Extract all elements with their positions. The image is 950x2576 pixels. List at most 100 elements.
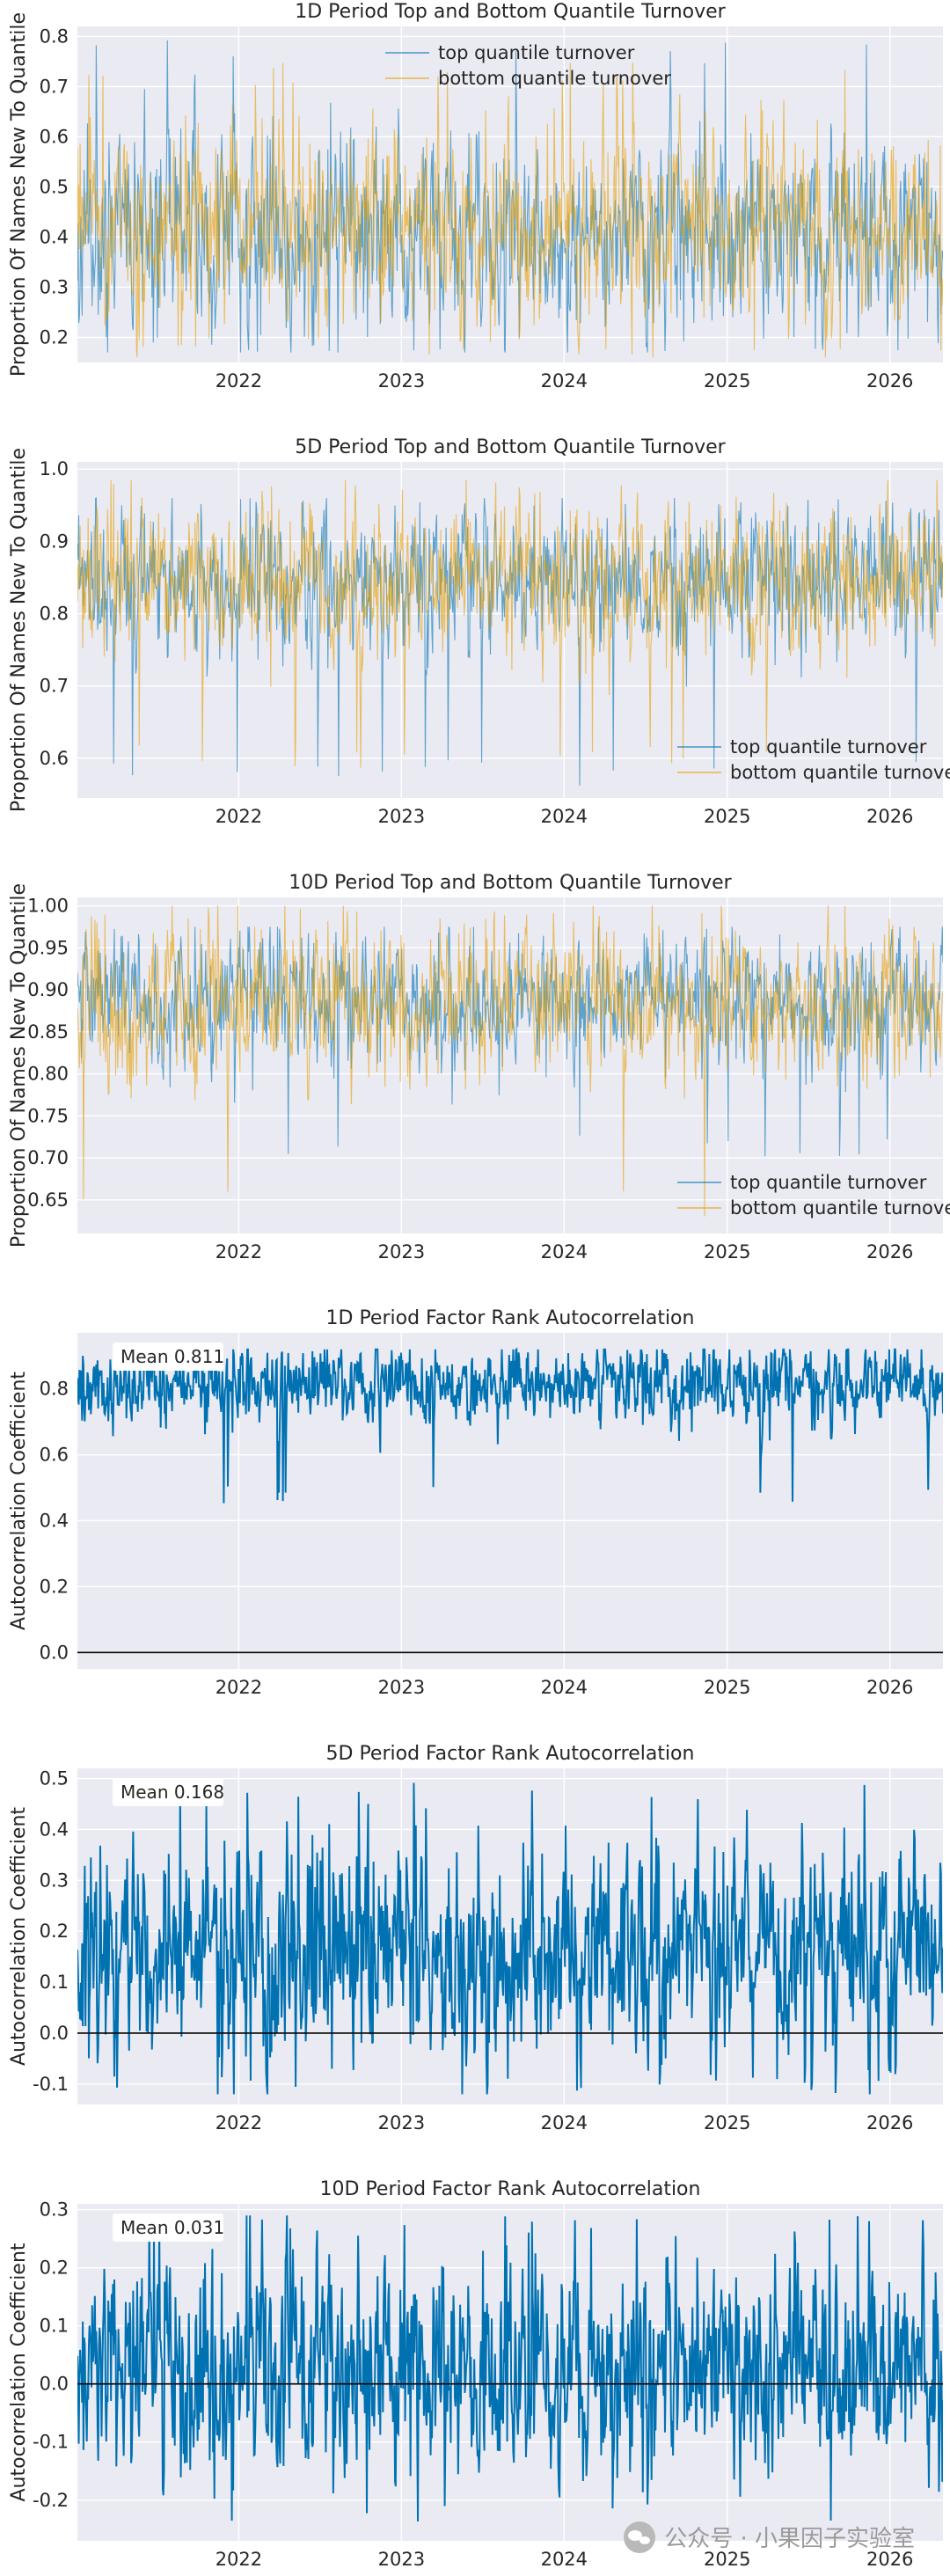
x-tick-label: 2024: [541, 806, 588, 827]
y-tick-label: 0.0: [40, 1642, 69, 1663]
x-tick-label: 2026: [866, 1677, 913, 1698]
y-tick-label: -0.1: [33, 2074, 69, 2095]
x-tick-label: 2024: [541, 1677, 588, 1698]
y-tick-label: 0.5: [40, 1768, 69, 1789]
x-tick-label: 2026: [866, 1241, 913, 1262]
chart-title: 10D Period Top and Bottom Quantile Turno…: [289, 872, 732, 894]
legend-label: top quantile turnover: [730, 736, 927, 757]
x-tick-label: 2023: [378, 1677, 425, 1698]
y-tick-label: 0.0: [40, 2374, 69, 2395]
series-line-top-quantile-turnover: [77, 40, 943, 353]
y-axis-label: Autocorrelation Coefficient: [8, 2243, 30, 2501]
x-tick-label: 2024: [541, 2112, 588, 2133]
x-tick-label: 2025: [704, 2549, 750, 2570]
x-tick-label: 2025: [704, 370, 750, 392]
x-tick-label: 2023: [378, 2549, 425, 2570]
mean-annotation-box: [113, 1343, 223, 1371]
y-tick-label: 0.4: [40, 1819, 69, 1840]
x-tick-label: 2023: [378, 806, 425, 827]
legend-label: top quantile turnover: [438, 42, 635, 63]
chart-2: 0.6 0.7 0.8 0.9 1.0 2022 2023 2024 2025 2026 5D Pe…: [8, 436, 950, 827]
mean-annotation-box: [113, 1778, 223, 1806]
y-tick-label: 1.00: [27, 896, 69, 917]
chart-3: 0.65 0.70 0.75 0.80 0.85 0.90 0.95 1.00 2022 2023…: [8, 872, 950, 1262]
legend-label: bottom quantile turnover: [438, 68, 671, 89]
x-tick-label: 2023: [378, 1241, 425, 1262]
legend-label: top quantile turnover: [730, 1172, 927, 1193]
x-tick-label: 2022: [216, 806, 262, 827]
chart-title: 5D Period Top and Bottom Quantile Turnov…: [295, 436, 726, 458]
y-tick-label: 0.1: [40, 1972, 69, 1993]
chart-title: 10D Period Factor Rank Autocorrelation: [320, 2178, 701, 2200]
y-tick-label: 0.4: [40, 226, 69, 247]
x-tick-label: 2026: [866, 806, 913, 827]
x-tick-label: 2023: [378, 370, 425, 392]
chart-6: -0.2 -0.1 0.0 0.1 0.2 0.3 2022 2023 2024 2025 2026…: [8, 2178, 943, 2570]
y-tick-label: -0.1: [33, 2432, 69, 2453]
y-tick-label: 0.8: [40, 26, 69, 47]
chart-title: 1D Period Factor Rank Autocorrelation: [326, 1307, 695, 1329]
x-tick-label: 2026: [866, 2112, 913, 2133]
y-tick-label: 0.4: [40, 1510, 69, 1531]
chart-1: 0.2 0.3 0.4 0.5 0.6 0.7 0.8 2022 2023 2024 2025 202…: [8, 1, 943, 392]
y-tick-label: 0.7: [40, 76, 69, 97]
series-line-autocorrelation: [77, 1782, 943, 2095]
y-axis-label: Autocorrelation Coefficient: [8, 1807, 30, 2066]
y-tick-label: 0.7: [40, 676, 69, 697]
x-tick-label: 2023: [378, 2112, 425, 2133]
legend-label: bottom quantile turnover: [730, 1197, 950, 1218]
legend-label: bottom quantile turnover: [730, 762, 950, 783]
series-line-top-quantile-turnover: [77, 926, 943, 1157]
x-tick-label: 2024: [541, 370, 588, 392]
y-tick-label: 0.3: [40, 276, 69, 297]
watermark: 公众号 · 小果因子实验室: [624, 2521, 915, 2553]
y-tick-label: 0.75: [27, 1105, 69, 1126]
y-tick-label: 0.8: [40, 1379, 69, 1400]
y-tick-label: 0.2: [40, 1921, 69, 1942]
y-tick-label: 1.0: [40, 458, 69, 479]
y-tick-label: 0.8: [40, 604, 69, 625]
y-tick-label: 0.80: [27, 1064, 69, 1085]
wechat-icon: [624, 2521, 656, 2553]
x-tick-label: 2025: [704, 2112, 750, 2133]
y-tick-label: 0.6: [40, 1445, 69, 1466]
x-tick-label: 2024: [541, 1241, 588, 1262]
y-tick-label: 0.95: [27, 937, 69, 958]
chart-title: 1D Period Top and Bottom Quantile Turnov…: [295, 1, 726, 23]
series-line-bottom-quantile-turnover: [77, 905, 943, 1217]
x-tick-label: 2022: [216, 2112, 262, 2133]
x-tick-label: 2022: [216, 1241, 262, 1262]
y-tick-label: 0.90: [27, 979, 69, 1000]
x-tick-label: 2025: [704, 1241, 750, 1262]
y-tick-label: 0.6: [40, 748, 69, 769]
y-tick-label: 0.1: [40, 2316, 69, 2337]
chart-title: 5D Period Factor Rank Autocorrelation: [326, 1743, 695, 1765]
y-axis-label: Proportion Of Names New To Quantile: [8, 12, 30, 377]
y-axis-label: Proportion Of Names New To Quantile: [8, 448, 30, 812]
y-tick-label: 0.3: [40, 2199, 69, 2221]
y-tick-label: 0.2: [40, 1576, 69, 1597]
y-tick-label: -0.2: [33, 2490, 69, 2511]
y-tick-label: 0.85: [27, 1021, 69, 1043]
y-tick-label: 0.65: [27, 1189, 69, 1211]
y-tick-label: 0.9: [40, 531, 69, 552]
x-tick-label: 2024: [541, 2549, 588, 2570]
x-tick-label: 2025: [704, 1677, 750, 1698]
x-tick-label: 2026: [866, 370, 913, 392]
series-line-bottom-quantile-turnover: [77, 62, 943, 358]
chart-4: 0.0 0.2 0.4 0.6 0.8 2022 2023 2024 2025 2026 1D Pe…: [8, 1307, 943, 1698]
y-tick-label: 0.6: [40, 126, 69, 147]
y-tick-label: 0.2: [40, 2258, 69, 2279]
x-tick-label: 2026: [866, 2549, 913, 2570]
x-tick-label: 2022: [216, 370, 262, 392]
y-tick-label: 0.70: [27, 1147, 69, 1168]
y-tick-label: 0.5: [40, 176, 69, 197]
mean-annotation: Mean 0.168: [121, 1782, 224, 1803]
x-tick-label: 2022: [216, 2549, 262, 2570]
mean-annotation: Mean 0.031: [121, 2217, 224, 2238]
series-line-autocorrelation: [77, 2215, 943, 2522]
y-tick-label: 0.3: [40, 1870, 69, 1891]
watermark-text: 公众号 · 小果因子实验室: [664, 2526, 915, 2552]
series-line-autocorrelation: [77, 1347, 943, 1504]
